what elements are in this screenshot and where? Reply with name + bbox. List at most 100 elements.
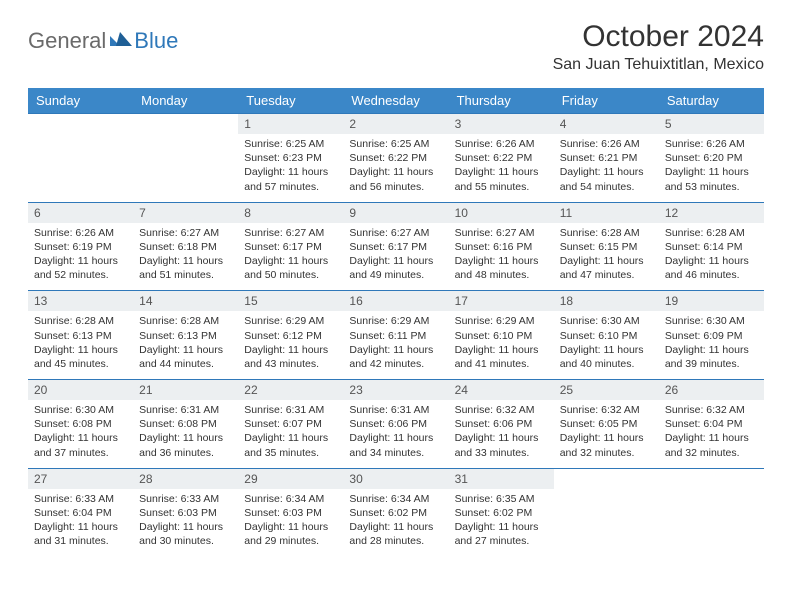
cell-body: Sunrise: 6:27 AMSunset: 6:18 PMDaylight:… <box>133 223 238 291</box>
cell-body: Sunrise: 6:33 AMSunset: 6:03 PMDaylight:… <box>133 489 238 557</box>
calendar-cell: 7Sunrise: 6:27 AMSunset: 6:18 PMDaylight… <box>133 202 238 291</box>
day-header-thu: Thursday <box>449 88 554 114</box>
sunrise-text: Sunrise: 6:34 AM <box>244 492 337 506</box>
sunrise-text: Sunrise: 6:26 AM <box>455 137 548 151</box>
cell-body: Sunrise: 6:26 AMSunset: 6:22 PMDaylight:… <box>449 134 554 202</box>
sunset-text: Sunset: 6:11 PM <box>349 329 442 343</box>
calendar-cell: .. <box>133 114 238 203</box>
calendar-cell: 16Sunrise: 6:29 AMSunset: 6:11 PMDayligh… <box>343 291 448 380</box>
calendar-cell: 18Sunrise: 6:30 AMSunset: 6:10 PMDayligh… <box>554 291 659 380</box>
sunrise-text: Sunrise: 6:27 AM <box>244 226 337 240</box>
sunrise-text: Sunrise: 6:29 AM <box>244 314 337 328</box>
sunset-text: Sunset: 6:07 PM <box>244 417 337 431</box>
daylight-text: Daylight: 11 hours and 41 minutes. <box>455 343 548 371</box>
daylight-text: Daylight: 11 hours and 32 minutes. <box>665 431 758 459</box>
sunrise-text: Sunrise: 6:28 AM <box>139 314 232 328</box>
daylight-text: Daylight: 11 hours and 45 minutes. <box>34 343 127 371</box>
cell-body: Sunrise: 6:31 AMSunset: 6:06 PMDaylight:… <box>343 400 448 468</box>
sunrise-text: Sunrise: 6:32 AM <box>665 403 758 417</box>
daylight-text: Daylight: 11 hours and 37 minutes. <box>34 431 127 459</box>
sunset-text: Sunset: 6:18 PM <box>139 240 232 254</box>
cell-body: Sunrise: 6:29 AMSunset: 6:10 PMDaylight:… <box>449 311 554 379</box>
sunrise-text: Sunrise: 6:33 AM <box>139 492 232 506</box>
calendar-cell: 19Sunrise: 6:30 AMSunset: 6:09 PMDayligh… <box>659 291 764 380</box>
sunset-text: Sunset: 6:06 PM <box>455 417 548 431</box>
calendar-cell: 12Sunrise: 6:28 AMSunset: 6:14 PMDayligh… <box>659 202 764 291</box>
cell-body: Sunrise: 6:28 AMSunset: 6:15 PMDaylight:… <box>554 223 659 291</box>
day-number: 4 <box>554 114 659 134</box>
brand-general: General <box>28 28 106 54</box>
daylight-text: Daylight: 11 hours and 52 minutes. <box>34 254 127 282</box>
calendar-cell: 14Sunrise: 6:28 AMSunset: 6:13 PMDayligh… <box>133 291 238 380</box>
daylight-text: Daylight: 11 hours and 42 minutes. <box>349 343 442 371</box>
day-header-fri: Friday <box>554 88 659 114</box>
calendar-cell: 26Sunrise: 6:32 AMSunset: 6:04 PMDayligh… <box>659 380 764 469</box>
sunset-text: Sunset: 6:15 PM <box>560 240 653 254</box>
day-number: 25 <box>554 380 659 400</box>
cell-body: Sunrise: 6:25 AMSunset: 6:23 PMDaylight:… <box>238 134 343 202</box>
cell-body: Sunrise: 6:33 AMSunset: 6:04 PMDaylight:… <box>28 489 133 557</box>
cell-body: Sunrise: 6:27 AMSunset: 6:16 PMDaylight:… <box>449 223 554 291</box>
title-block: October 2024 San Juan Tehuixtitlan, Mexi… <box>553 20 764 74</box>
sunset-text: Sunset: 6:02 PM <box>349 506 442 520</box>
day-number: 21 <box>133 380 238 400</box>
daylight-text: Daylight: 11 hours and 50 minutes. <box>244 254 337 282</box>
sunset-text: Sunset: 6:23 PM <box>244 151 337 165</box>
cell-body: Sunrise: 6:26 AMSunset: 6:20 PMDaylight:… <box>659 134 764 202</box>
cell-body: Sunrise: 6:29 AMSunset: 6:11 PMDaylight:… <box>343 311 448 379</box>
calendar-cell: 4Sunrise: 6:26 AMSunset: 6:21 PMDaylight… <box>554 114 659 203</box>
sunrise-text: Sunrise: 6:29 AM <box>455 314 548 328</box>
daylight-text: Daylight: 11 hours and 43 minutes. <box>244 343 337 371</box>
sunrise-text: Sunrise: 6:33 AM <box>34 492 127 506</box>
calendar-cell: 17Sunrise: 6:29 AMSunset: 6:10 PMDayligh… <box>449 291 554 380</box>
sunrise-text: Sunrise: 6:25 AM <box>244 137 337 151</box>
daylight-text: Daylight: 11 hours and 30 minutes. <box>139 520 232 548</box>
day-number: 20 <box>28 380 133 400</box>
calendar-cell: .. <box>659 468 764 556</box>
sunset-text: Sunset: 6:03 PM <box>244 506 337 520</box>
day-number: 31 <box>449 469 554 489</box>
sunset-text: Sunset: 6:10 PM <box>455 329 548 343</box>
sunset-text: Sunset: 6:12 PM <box>244 329 337 343</box>
daylight-text: Daylight: 11 hours and 57 minutes. <box>244 165 337 193</box>
page-title: October 2024 <box>553 20 764 54</box>
daylight-text: Daylight: 11 hours and 46 minutes. <box>665 254 758 282</box>
sunrise-text: Sunrise: 6:31 AM <box>139 403 232 417</box>
calendar-cell: 31Sunrise: 6:35 AMSunset: 6:02 PMDayligh… <box>449 468 554 556</box>
sunrise-text: Sunrise: 6:28 AM <box>34 314 127 328</box>
day-header-sat: Saturday <box>659 88 764 114</box>
daylight-text: Daylight: 11 hours and 31 minutes. <box>34 520 127 548</box>
calendar-cell: .. <box>28 114 133 203</box>
sunset-text: Sunset: 6:19 PM <box>34 240 127 254</box>
sunrise-text: Sunrise: 6:31 AM <box>349 403 442 417</box>
day-header-mon: Monday <box>133 88 238 114</box>
day-number: 14 <box>133 291 238 311</box>
day-header-sun: Sunday <box>28 88 133 114</box>
day-number: 23 <box>343 380 448 400</box>
sunset-text: Sunset: 6:14 PM <box>665 240 758 254</box>
cell-body: Sunrise: 6:27 AMSunset: 6:17 PMDaylight:… <box>343 223 448 291</box>
header: General Blue October 2024 San Juan Tehui… <box>28 20 764 74</box>
day-number: 17 <box>449 291 554 311</box>
sunset-text: Sunset: 6:22 PM <box>349 151 442 165</box>
day-number: 24 <box>449 380 554 400</box>
sunrise-text: Sunrise: 6:25 AM <box>349 137 442 151</box>
cell-body: Sunrise: 6:32 AMSunset: 6:05 PMDaylight:… <box>554 400 659 468</box>
sunrise-text: Sunrise: 6:34 AM <box>349 492 442 506</box>
sunset-text: Sunset: 6:13 PM <box>139 329 232 343</box>
calendar-cell: 3Sunrise: 6:26 AMSunset: 6:22 PMDaylight… <box>449 114 554 203</box>
calendar-cell: 30Sunrise: 6:34 AMSunset: 6:02 PMDayligh… <box>343 468 448 556</box>
daylight-text: Daylight: 11 hours and 32 minutes. <box>560 431 653 459</box>
day-header-wed: Wednesday <box>343 88 448 114</box>
day-number: 9 <box>343 203 448 223</box>
daylight-text: Daylight: 11 hours and 55 minutes. <box>455 165 548 193</box>
cell-body: Sunrise: 6:26 AMSunset: 6:21 PMDaylight:… <box>554 134 659 202</box>
daylight-text: Daylight: 11 hours and 54 minutes. <box>560 165 653 193</box>
calendar-cell: 29Sunrise: 6:34 AMSunset: 6:03 PMDayligh… <box>238 468 343 556</box>
sunrise-text: Sunrise: 6:26 AM <box>560 137 653 151</box>
cell-body: Sunrise: 6:30 AMSunset: 6:08 PMDaylight:… <box>28 400 133 468</box>
daylight-text: Daylight: 11 hours and 53 minutes. <box>665 165 758 193</box>
day-number: 3 <box>449 114 554 134</box>
cell-body: Sunrise: 6:32 AMSunset: 6:06 PMDaylight:… <box>449 400 554 468</box>
daylight-text: Daylight: 11 hours and 34 minutes. <box>349 431 442 459</box>
